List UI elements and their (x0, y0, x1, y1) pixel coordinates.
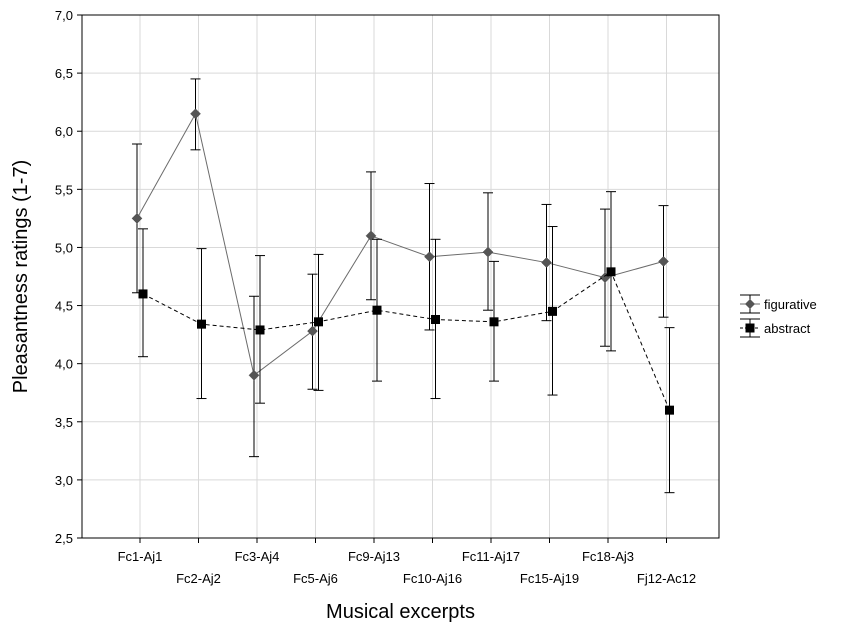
y-tick-label: 3,5 (55, 415, 73, 430)
x-tick-label: Fc10-Aj16 (403, 571, 462, 586)
y-tick-label: 5,5 (55, 182, 73, 197)
legend-entry-figurative: figurative (740, 294, 817, 314)
data-point-figurative (658, 256, 669, 267)
data-point-figurative (248, 369, 260, 381)
series-line-abstract (142, 271, 670, 411)
data-point-abstract (606, 267, 616, 277)
x-tick-label: Fc18-Aj3 (582, 549, 634, 564)
y-tick-label: 6,5 (55, 66, 73, 81)
data-point-abstract (314, 317, 323, 327)
data-point-abstract (489, 317, 499, 327)
y-axis-title: Pleasantness ratings (1-7) (10, 160, 32, 393)
data-point-abstract (372, 305, 382, 315)
y-tick-label: 3,0 (55, 473, 73, 488)
plot-area (81, 14, 720, 539)
x-tick-label: Fc3-Aj4 (235, 549, 280, 564)
x-tick-label: Fc5-Aj6 (293, 571, 338, 586)
data-point-figurative (424, 251, 435, 263)
x-tick-label: Fc11-Aj17 (462, 549, 520, 564)
y-tick-label: 5,0 (55, 240, 73, 255)
x-tick-label: Fc9-Aj13 (348, 549, 400, 564)
data-point-figurative (482, 246, 494, 258)
y-tick-label: 7,0 (55, 8, 73, 23)
legend: figurative abstract (740, 294, 817, 338)
data-point-figurative (131, 213, 143, 224)
x-tick-label: Fc1-Aj1 (118, 549, 163, 564)
legend-label: figurative (764, 297, 817, 312)
y-tick-label: 4,5 (55, 299, 73, 314)
data-point-abstract (197, 319, 206, 329)
series-abstract (138, 191, 675, 494)
series-figurative (131, 78, 669, 458)
axes: 2,5 3,0 3,5 4,0 4,5 5,0 5,5 6,0 6,5 7,0 Fc1-Aj1 Fc2… (55, 8, 696, 586)
legend-marker (745, 323, 755, 333)
legend-label: abstract (764, 321, 811, 336)
x-tick-label: Fc2-Aj2 (176, 571, 221, 586)
data-point-figurative (541, 257, 552, 268)
x-tick-label: Fj12-Ac12 (637, 571, 696, 586)
data-point-abstract (548, 306, 557, 316)
series (131, 78, 675, 494)
y-tick-label: 2,5 (55, 531, 73, 546)
data-point-abstract (138, 289, 148, 299)
grid (82, 14, 719, 539)
data-point-abstract (431, 315, 440, 325)
y-tick-label: 4,0 (55, 357, 73, 372)
data-point-figurative (190, 108, 201, 120)
x-tick-label: Fc15-Aj19 (520, 571, 579, 586)
series-line-figurative (136, 112, 664, 377)
data-point-figurative (365, 230, 377, 242)
data-point-abstract (255, 325, 265, 335)
data-point-abstract (665, 405, 674, 415)
legend-marker (745, 299, 755, 309)
x-axis-title: Musical excerpts (326, 601, 475, 623)
data-point-figurative (307, 325, 318, 337)
legend-entry-abstract: abstract (740, 318, 811, 338)
y-tick-label: 6,0 (55, 124, 73, 139)
